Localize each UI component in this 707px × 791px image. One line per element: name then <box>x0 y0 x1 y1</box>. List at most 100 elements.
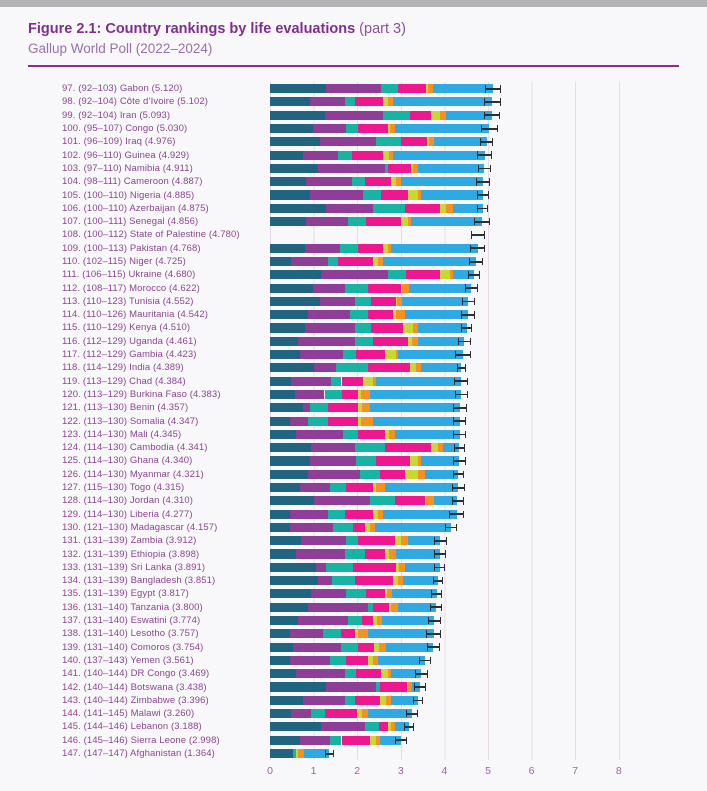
bar-segment-dark-blue <box>270 350 300 360</box>
bar-segment-teal <box>327 256 338 267</box>
bar-segment-purple <box>318 576 332 586</box>
bar-segment-magenta <box>352 522 365 532</box>
error-whisker <box>454 350 471 359</box>
bar-segment-magenta <box>401 137 427 147</box>
bar-segment-teal <box>354 296 372 306</box>
bar-segment-dark-blue <box>270 97 310 107</box>
bar-track <box>270 427 707 442</box>
bar-segment-purple <box>324 110 383 120</box>
bar-segment-magenta <box>355 695 380 705</box>
error-whisker <box>473 217 490 226</box>
bar-segment-teal <box>368 602 373 612</box>
bar-segment-dark-blue <box>270 429 297 439</box>
bar-track <box>270 201 707 215</box>
bar-segment-orange <box>401 283 409 293</box>
bar-segment-yellow-green <box>368 655 373 665</box>
bar-segment-magenta <box>352 562 397 572</box>
bar-segment-magenta <box>409 110 432 120</box>
error-whisker <box>480 124 499 133</box>
bar-segment-yellow-green <box>374 642 379 652</box>
bar-segment-light-blue <box>417 336 465 346</box>
bar-track <box>270 613 707 628</box>
country-row: 122. (113–130) Somalia (4.347) <box>0 414 707 428</box>
bar-segment-magenta <box>356 669 382 679</box>
bar-segment-teal <box>348 217 367 227</box>
bar-segment-teal <box>322 629 342 639</box>
bar-segment-purple <box>307 310 350 320</box>
bar-segment-purple <box>289 522 333 532</box>
country-label: 146. (145–146) Sierra Leone (2.998) <box>62 734 220 746</box>
bar-segment-orange <box>427 84 434 94</box>
bar-track <box>270 693 707 707</box>
bar-segment-yellow-green <box>358 403 362 413</box>
country-row: 108. (100–112) State of Palestine (4.780… <box>0 228 707 242</box>
country-row: 117. (112–129) Gambia (4.423) <box>0 347 707 362</box>
bar-segment-orange <box>408 682 413 692</box>
bar-segment-light-blue <box>443 443 460 453</box>
bar-segment-light-blue <box>408 536 441 546</box>
bar-segment-yellow-green <box>382 150 390 160</box>
bar-segment-orange <box>425 496 434 506</box>
country-label: 129. (114–130) Liberia (4.277) <box>62 508 193 520</box>
bar-track <box>270 414 707 428</box>
bar-track <box>270 401 707 415</box>
bar-segment-yellow-green <box>358 416 362 426</box>
bar-segment-light-blue <box>374 522 452 532</box>
bar-segment-purple <box>296 429 343 439</box>
bar-segment-dark-blue <box>270 576 319 586</box>
country-row: 114. (110–126) Mauritania (4.542) <box>0 308 707 322</box>
bar-segment-purple <box>325 84 381 94</box>
bar-track <box>270 148 707 162</box>
country-label: 97. (92–103) Gabon (5.120) <box>62 83 183 95</box>
figure-title-part: (part 3) <box>359 21 406 37</box>
country-label: 145. (144–146) Lebanon (3.188) <box>62 721 202 733</box>
bar-segment-teal <box>326 562 353 572</box>
bar-segment-dark-blue <box>270 602 308 612</box>
bar-segment-orange <box>396 177 401 187</box>
country-row: 112. (108–117) Morocco (4.622) <box>0 281 707 295</box>
country-row: 133. (131–139) Sri Lanka (3.891) <box>0 560 707 574</box>
country-row: 102. (96–110) Guinea (4.929) <box>0 148 707 162</box>
bar-segment-purple <box>291 256 328 267</box>
bar-segment-orange <box>387 669 392 679</box>
bar-track <box>270 294 707 309</box>
country-label: 126. (114–130) Myanmar (4.321) <box>62 468 204 480</box>
bar-segment-dark-blue <box>270 642 294 652</box>
bar-segment-light-blue <box>394 722 409 732</box>
country-label: 102. (96–110) Guinea (4.929) <box>62 149 190 161</box>
bar-segment-light-blue <box>421 363 462 373</box>
bar-segment-dark-blue <box>270 443 312 453</box>
bar-segment-yellow-green <box>404 469 418 479</box>
bar-track <box>270 494 707 508</box>
bar-segment-light-blue <box>433 137 487 147</box>
bar-track <box>270 467 707 481</box>
bar-segment-yellow-green <box>408 336 413 346</box>
bar-segment-teal <box>348 615 362 626</box>
bar-segment-dark-blue <box>270 416 290 426</box>
bar-segment-magenta <box>371 296 397 306</box>
bar-segment-dark-blue <box>270 722 322 732</box>
figure-subtitle: Gallup World Poll (2022–2024) <box>28 41 213 56</box>
bar-segment-dark-blue <box>270 748 294 759</box>
bar-track <box>270 228 707 242</box>
country-row: 126. (114–130) Myanmar (4.321) <box>0 467 707 481</box>
bar-segment-yellow-green <box>372 256 379 267</box>
bar-segment-orange <box>397 296 403 306</box>
bar-segment-yellow-green <box>364 522 370 532</box>
bar-segment-orange <box>388 97 393 107</box>
axis-tick-label: 6 <box>528 765 535 778</box>
bar-segment-purple <box>313 283 345 293</box>
bar-segment-light-blue <box>400 177 484 187</box>
bar-segment-magenta <box>368 310 393 320</box>
bar-segment-magenta <box>358 243 383 253</box>
country-label: 120. (113–129) Burkina Faso (4.383) <box>62 388 221 400</box>
bar-segment-teal <box>354 336 373 346</box>
bar-segment-yellow-green <box>384 429 390 439</box>
country-label: 136. (131–140) Tanzania (3.800) <box>62 601 203 613</box>
error-whisker <box>477 151 493 159</box>
bar-segment-dark-blue <box>270 562 317 572</box>
figure-header: Figure 2.1: Country rankings by life eva… <box>0 7 707 58</box>
error-whisker <box>445 523 458 532</box>
error-whisker <box>476 191 490 199</box>
country-label: 117. (112–129) Gambia (4.423) <box>62 349 197 361</box>
